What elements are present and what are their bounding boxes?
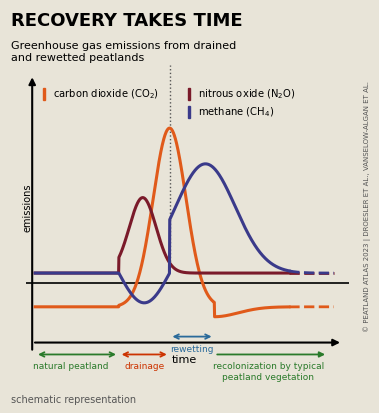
Text: recolonization by typical
peatland vegetation: recolonization by typical peatland veget… [213,363,324,382]
Text: natural peatland: natural peatland [33,363,109,371]
Text: time: time [172,356,197,366]
Text: methane (CH$_4$): methane (CH$_4$) [198,105,274,119]
Text: schematic representation: schematic representation [11,395,136,405]
Text: Greenhouse gas emissions from drained
and rewetted peatlands: Greenhouse gas emissions from drained an… [11,41,236,63]
Text: carbon dioxide (CO$_2$): carbon dioxide (CO$_2$) [53,88,159,101]
Text: drainage: drainage [124,363,164,371]
Text: nitrous oxide (N$_2$O): nitrous oxide (N$_2$O) [198,88,296,101]
Bar [43,88,45,100]
Bar [188,88,190,100]
Text: RECOVERY TAKES TIME: RECOVERY TAKES TIME [11,12,243,31]
Text: © PEATLAND ATLAS 2023 | DROESLER ET AL., VANSELOW-ALGAN ET AL.: © PEATLAND ATLAS 2023 | DROESLER ET AL.,… [364,81,371,332]
Bar [188,106,190,118]
Text: rewetting: rewetting [170,344,214,354]
Text: emissions: emissions [23,183,33,232]
